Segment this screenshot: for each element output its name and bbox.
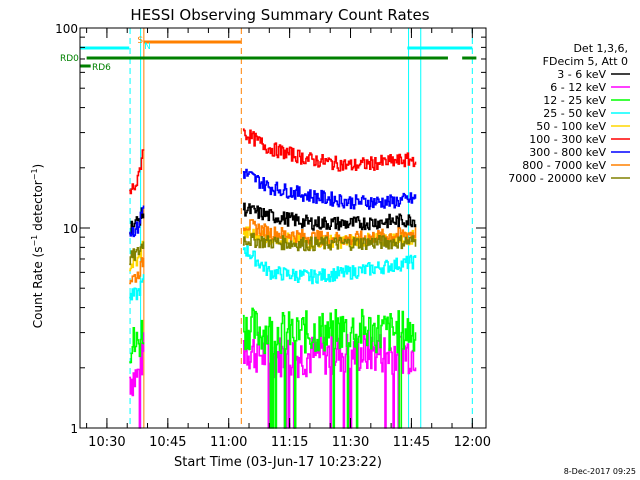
flag-label-rd6: RD6 bbox=[92, 63, 111, 73]
flag-label-s: S bbox=[137, 36, 143, 46]
legend-label: 12 - 25 keV bbox=[543, 94, 606, 107]
series-7-line bbox=[129, 257, 145, 285]
x-tick-label: 10:45 bbox=[149, 435, 186, 450]
y-axis-title: Count Rate (s−1 detector−1) bbox=[30, 164, 45, 328]
legend-label: 50 - 100 keV bbox=[536, 120, 606, 133]
series-0-line bbox=[242, 202, 417, 231]
legend-label: 6 - 12 keV bbox=[550, 81, 606, 94]
y-tick-label: 100 bbox=[55, 22, 78, 36]
series-5-line bbox=[129, 149, 145, 195]
y-tick-label: 10 bbox=[63, 222, 78, 236]
x-tick-label: 12:00 bbox=[454, 435, 491, 450]
series-6-line bbox=[129, 205, 145, 238]
x-tick-label: 11:00 bbox=[210, 435, 247, 450]
series-1-line bbox=[129, 332, 145, 429]
series-2-line bbox=[129, 319, 145, 364]
series-6-line bbox=[242, 168, 417, 210]
legend-header: FDecim 5, Att 0 bbox=[543, 55, 628, 68]
x-axis-title: Start Time (03-Jun-17 10:23:22) bbox=[174, 455, 382, 470]
x-tick-label: 11:30 bbox=[332, 435, 369, 450]
legend-label: 300 - 800 keV bbox=[529, 146, 606, 159]
series-4-line bbox=[129, 240, 145, 272]
legend-label: 3 - 6 keV bbox=[557, 68, 606, 81]
y-tick-label: 1 bbox=[70, 422, 78, 436]
flag-label-n: N bbox=[144, 42, 151, 52]
flag-label-rd0: RD0 bbox=[60, 54, 79, 64]
series-8-line bbox=[242, 232, 417, 252]
series-3-line bbox=[129, 274, 145, 301]
series-2-line bbox=[242, 307, 417, 429]
axes: 1 10 100 10:30 10:45 11:00 11:15 11:30 11:45 12:0… bbox=[55, 22, 491, 450]
plot-area: SN RD0 RD6 bbox=[60, 28, 477, 429]
legend-header: Det 1,3,6, bbox=[573, 42, 628, 55]
legend-label: 25 - 50 keV bbox=[543, 107, 606, 120]
legend-label: 100 - 300 keV bbox=[529, 133, 606, 146]
series-5-line bbox=[242, 128, 417, 172]
chart-title: HESSI Observing Summary Count Rates bbox=[130, 6, 429, 24]
series-3-line bbox=[242, 245, 417, 285]
legend-label: 7000 - 20000 keV bbox=[508, 172, 606, 185]
legend-label: 800 - 7000 keV bbox=[522, 159, 606, 172]
series-0-line bbox=[129, 207, 145, 235]
x-tick-label: 11:15 bbox=[271, 435, 308, 450]
x-tick-label: 11:45 bbox=[393, 435, 430, 450]
series-8-line bbox=[129, 241, 145, 266]
footer-timestamp: 8-Dec-2017 09:25 bbox=[564, 467, 636, 476]
x-tick-label: 10:30 bbox=[88, 435, 125, 450]
